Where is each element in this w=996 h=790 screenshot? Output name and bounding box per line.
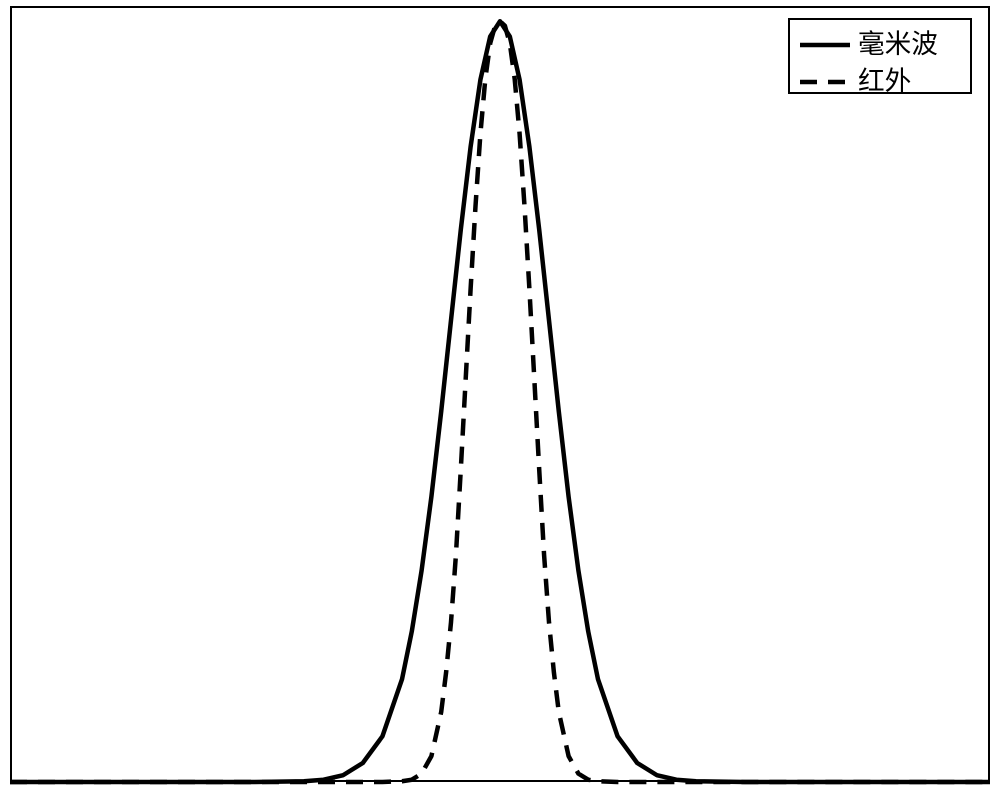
legend-item-infrared: 红外	[800, 63, 960, 100]
series-infrared	[10, 21, 990, 782]
legend-label: 红外	[858, 63, 911, 100]
legend-item-mmwave: 毫米波	[800, 26, 960, 63]
legend-box: 毫米波红外	[788, 18, 972, 94]
legend-swatch-infrared	[800, 72, 850, 92]
chart-container: 毫米波红外	[0, 0, 996, 790]
legend-swatch-mmwave	[800, 35, 850, 55]
series-mmwave	[10, 21, 990, 782]
plot-svg	[0, 0, 996, 790]
legend-label: 毫米波	[858, 26, 938, 63]
